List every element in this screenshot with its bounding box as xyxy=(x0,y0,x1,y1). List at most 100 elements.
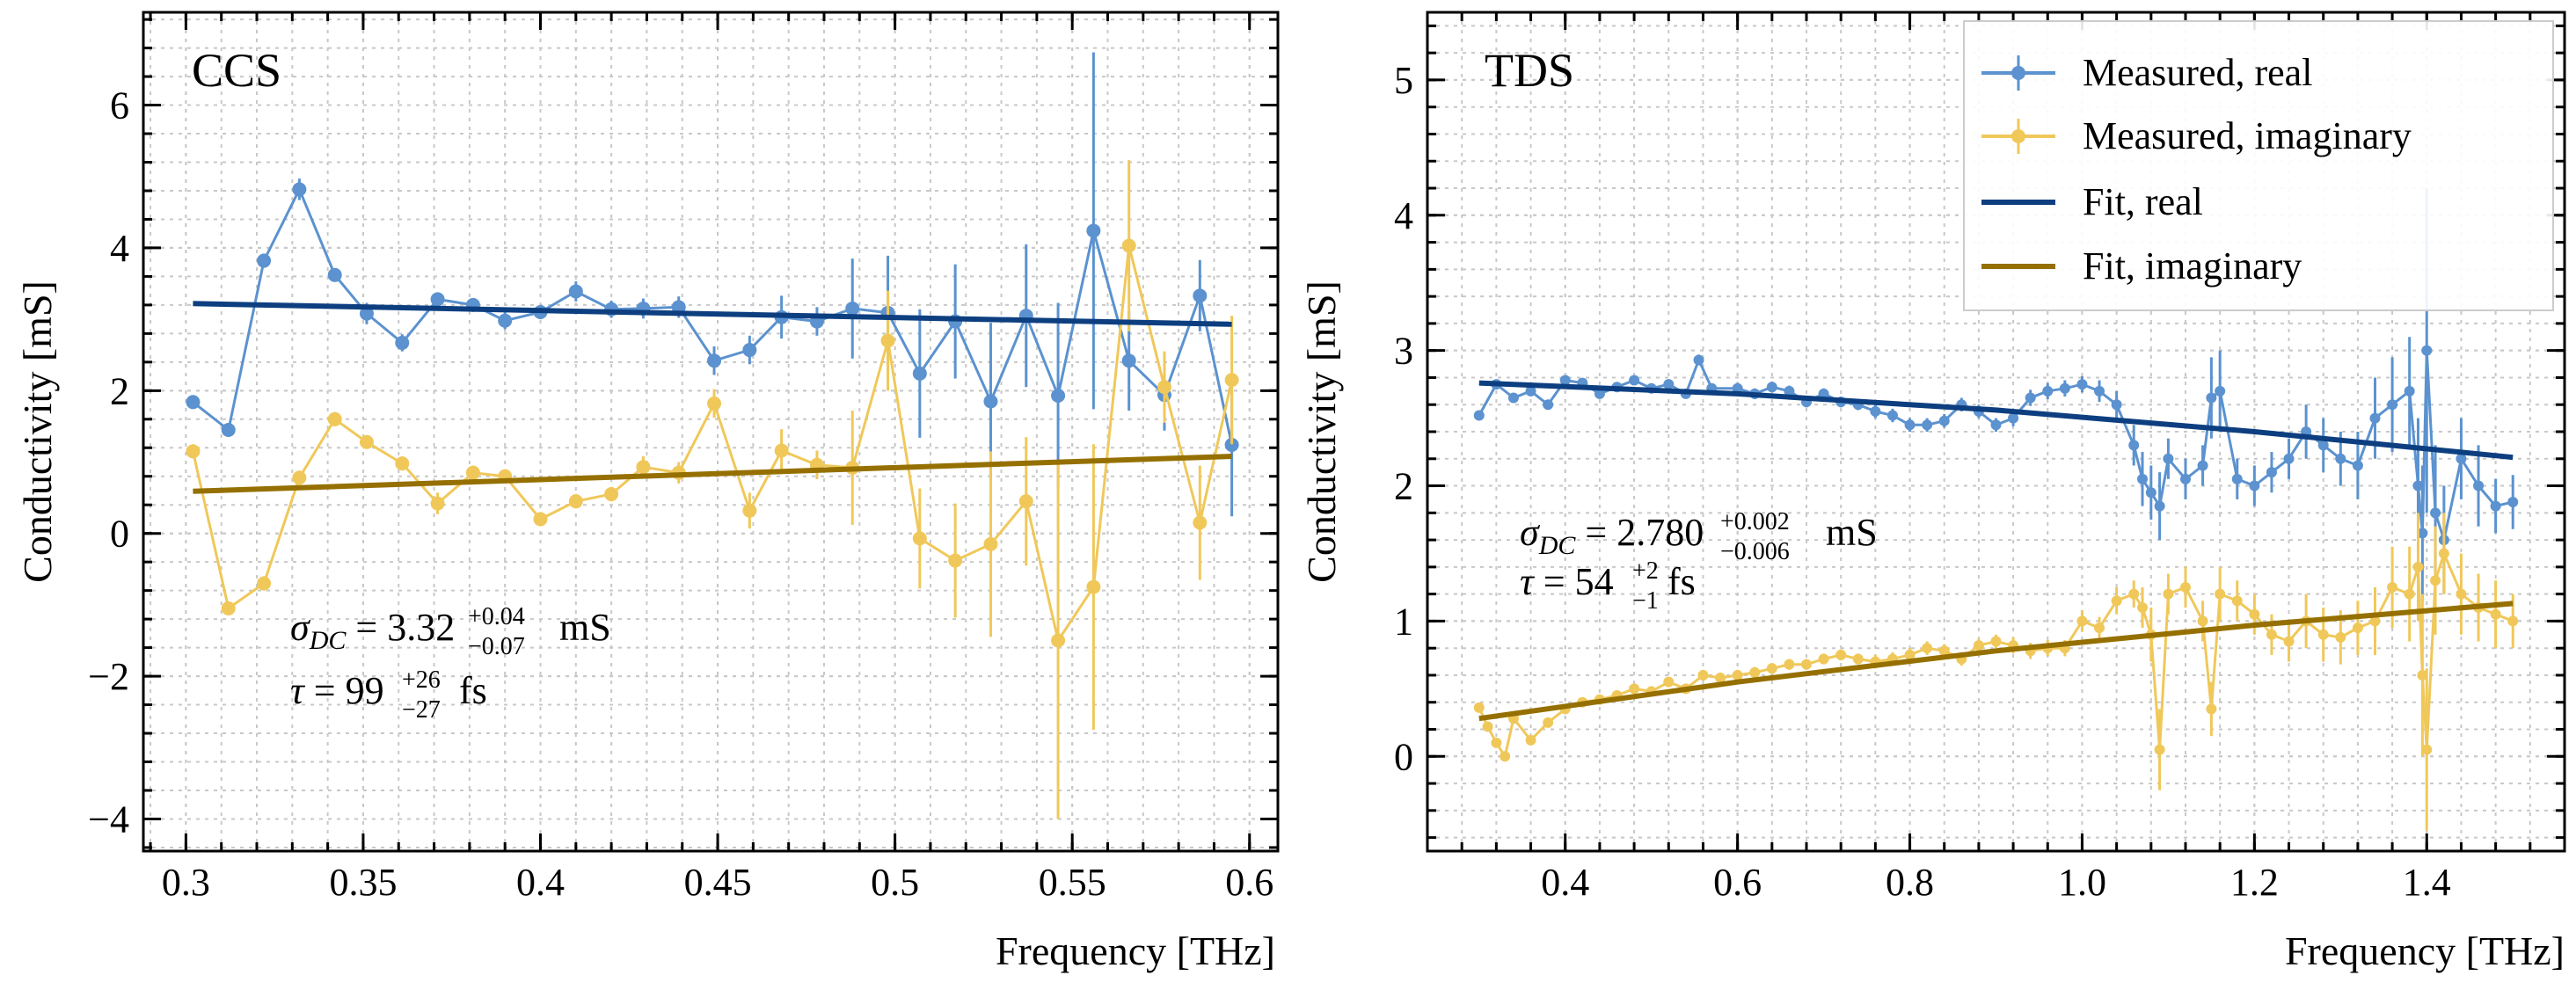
tds-measured-imaginary-point-65 xyxy=(2456,588,2467,600)
ccs-y-tick-label-2: 0 xyxy=(110,513,129,556)
tds-measured-imaginary-point-45 xyxy=(2180,581,2191,593)
tds-measured-imaginary-point-67 xyxy=(2490,608,2501,620)
tds-measured-imaginary-point-44 xyxy=(2163,588,2174,600)
tds-measured-real-point-40 xyxy=(2145,487,2156,499)
tds-panel-label: TDS xyxy=(1485,44,1574,97)
ccs-sigma-value: 3.32 xyxy=(387,606,455,649)
tds-measured-imaginary-point-37 xyxy=(2076,615,2088,627)
ccs-y-tick-label-0: −4 xyxy=(88,797,129,841)
ccs-measured-imaginary-point-6 xyxy=(395,456,410,471)
ccs-measured-imaginary-point-3 xyxy=(292,470,307,485)
tds-measured-real-point-53 xyxy=(2335,453,2346,464)
tds-measured-imaginary-point-49 xyxy=(2231,595,2243,607)
ccs-sigma-symbol: σ xyxy=(290,606,311,649)
tds-measured-imaginary-point-39 xyxy=(2111,595,2122,607)
ccs-measured-real-point-4 xyxy=(327,267,342,282)
tds-measured-real-point-38 xyxy=(2128,440,2140,451)
tds-measured-imaginary-point-41 xyxy=(2137,602,2149,614)
ccs-measured-real-point-3 xyxy=(292,182,307,197)
tds-measured-imaginary-point-17 xyxy=(1732,669,1743,681)
ccs-measured-real-point-21 xyxy=(912,366,927,381)
tds-measured-imaginary-point-22 xyxy=(1818,653,1829,665)
ccs-measured-imaginary-point-7 xyxy=(430,496,445,511)
tds-measured-real-point-61 xyxy=(2430,507,2441,519)
ccs-sigma-minus: −0.07 xyxy=(468,633,525,660)
tds-measured-imaginary-point-18 xyxy=(1749,666,1761,678)
ccs-measured-imaginary-point-27 xyxy=(1121,238,1136,253)
ccs-x-tick-label-6: 0.6 xyxy=(1225,861,1273,904)
ccs-x-tick-label-4: 0.5 xyxy=(871,861,919,904)
tds-measured-imaginary-point-6 xyxy=(1543,717,1554,728)
ccs-measured-imaginary-point-4 xyxy=(327,411,342,426)
tds-tau-unit: fs xyxy=(1667,560,1696,603)
tds-tau-minus: −1 xyxy=(1632,587,1659,615)
ccs-measured-real-point-23 xyxy=(983,394,998,409)
tds-measured-real-point-60 xyxy=(2421,345,2433,356)
ccs-tau-symbol: τ xyxy=(290,669,306,712)
ccs-x-tick-label-1: 0.35 xyxy=(329,861,397,904)
ccs-measured-imaginary-point-25 xyxy=(1051,633,1066,648)
tds-measured-real-point-44 xyxy=(2197,460,2208,471)
tds-measured-real-point-7 xyxy=(1594,388,1605,399)
tds-measured-real-point-25 xyxy=(1904,419,1916,431)
tds-measured-real-point-39 xyxy=(2137,473,2149,484)
tds-panel: 0.4 0.6 0.8 1.0 1.2 1.4 0 1 2 3 4 5 TDS Frequency [… xyxy=(1299,11,2566,973)
ccs-measured-real-point-19 xyxy=(845,301,860,316)
ccs-measured-imaginary-point-5 xyxy=(359,434,374,449)
legend-marker-measured-real xyxy=(2011,66,2025,80)
tds-measured-real-point-45 xyxy=(2206,392,2217,404)
ccs-ticks: 0.3 0.35 0.4 0.45 0.5 0.55 0.6 −4 −2 0 2 4 6 xyxy=(88,12,1278,904)
ccs-x-tick-label-3: 0.45 xyxy=(684,861,752,904)
tds-measured-real-point-65 xyxy=(2490,500,2501,512)
ccs-sigma-unit: mS xyxy=(559,606,611,649)
ccs-measured-real-point-2 xyxy=(257,253,272,268)
tds-measured-real-point-41 xyxy=(2154,500,2165,512)
legend-entry-measured-real: Measured, real xyxy=(1981,51,2312,94)
tds-measured-real-point-34 xyxy=(2059,382,2070,394)
tds-measured-real-point-9 xyxy=(1629,375,1640,386)
ccs-grid xyxy=(143,12,1278,851)
tds-measured-imaginary-point-24 xyxy=(1852,653,1864,665)
ccs-data xyxy=(186,52,1239,819)
tds-measured-real-point-58 xyxy=(2412,480,2424,491)
tds-measured-real-point-50 xyxy=(2283,453,2295,464)
legend-label-fit-imaginary: Fit, imaginary xyxy=(2083,244,2302,288)
tds-y-tick-label-4: 4 xyxy=(1394,194,1413,237)
tds-measured-imaginary-point-2 xyxy=(1491,737,1502,748)
ccs-measured-real-point-27 xyxy=(1121,353,1136,368)
ccs-measured-imaginary-point-28 xyxy=(1157,380,1171,395)
ccs-measured-imaginary-point-15 xyxy=(707,396,722,411)
tds-measured-imaginary-point-57 xyxy=(2369,615,2381,627)
tds-measured-imaginary-point-58 xyxy=(2387,581,2398,593)
legend: Measured, real Measured, imaginary Fit, … xyxy=(1963,20,2554,311)
tds-measured-real-point-27 xyxy=(1938,415,1950,426)
tds-measured-real-point-35 xyxy=(2076,379,2088,390)
tds-y-tick-label-0: 0 xyxy=(1394,735,1413,778)
ccs-panel-label: CCS xyxy=(192,44,281,97)
ccs-fit-real-line xyxy=(193,301,1232,327)
tds-annotation: σDC = 2.780 +0.002 −0.006 mS τ = 54 +2 −… xyxy=(1520,508,1878,615)
ccs-y-tick-label-1: −2 xyxy=(88,655,129,698)
tds-measured-imaginary-point-46 xyxy=(2197,615,2208,627)
ccs-measured-real-point-25 xyxy=(1051,388,1066,403)
ccs-tau-unit: fs xyxy=(459,669,487,712)
tds-measured-imaginary-point-60 xyxy=(2412,561,2424,572)
ccs-measured-imaginary-point-12 xyxy=(604,487,619,502)
ccs-measured-imaginary-point-11 xyxy=(568,494,583,509)
legend-label-measured-imaginary: Measured, imaginary xyxy=(2083,114,2412,157)
tds-data xyxy=(1473,188,2519,831)
ccs-x-tick-label-5: 0.55 xyxy=(1039,861,1106,904)
ccs-x-tick-label-2: 0.4 xyxy=(516,861,565,904)
ccs-measured-imaginary-point-17 xyxy=(774,443,789,458)
tds-fit-real-line xyxy=(1478,380,2514,461)
tds-measured-real-point-3 xyxy=(1525,385,1536,397)
tds-y-tick-label-5: 5 xyxy=(1394,59,1413,102)
ccs-measured-imaginary-point-16 xyxy=(742,503,757,518)
ccs-measured-real-point-16 xyxy=(742,343,757,358)
tds-sigma-minus: −0.006 xyxy=(1720,538,1790,565)
tds-measured-imaginary-point-54 xyxy=(2317,629,2329,640)
tds-measured-imaginary-point-16 xyxy=(1715,673,1726,684)
tds-measured-real-point-36 xyxy=(2094,385,2105,397)
ccs-measured-real-point-30 xyxy=(1224,438,1239,453)
tds-measured-real-point-2 xyxy=(1507,392,1519,404)
